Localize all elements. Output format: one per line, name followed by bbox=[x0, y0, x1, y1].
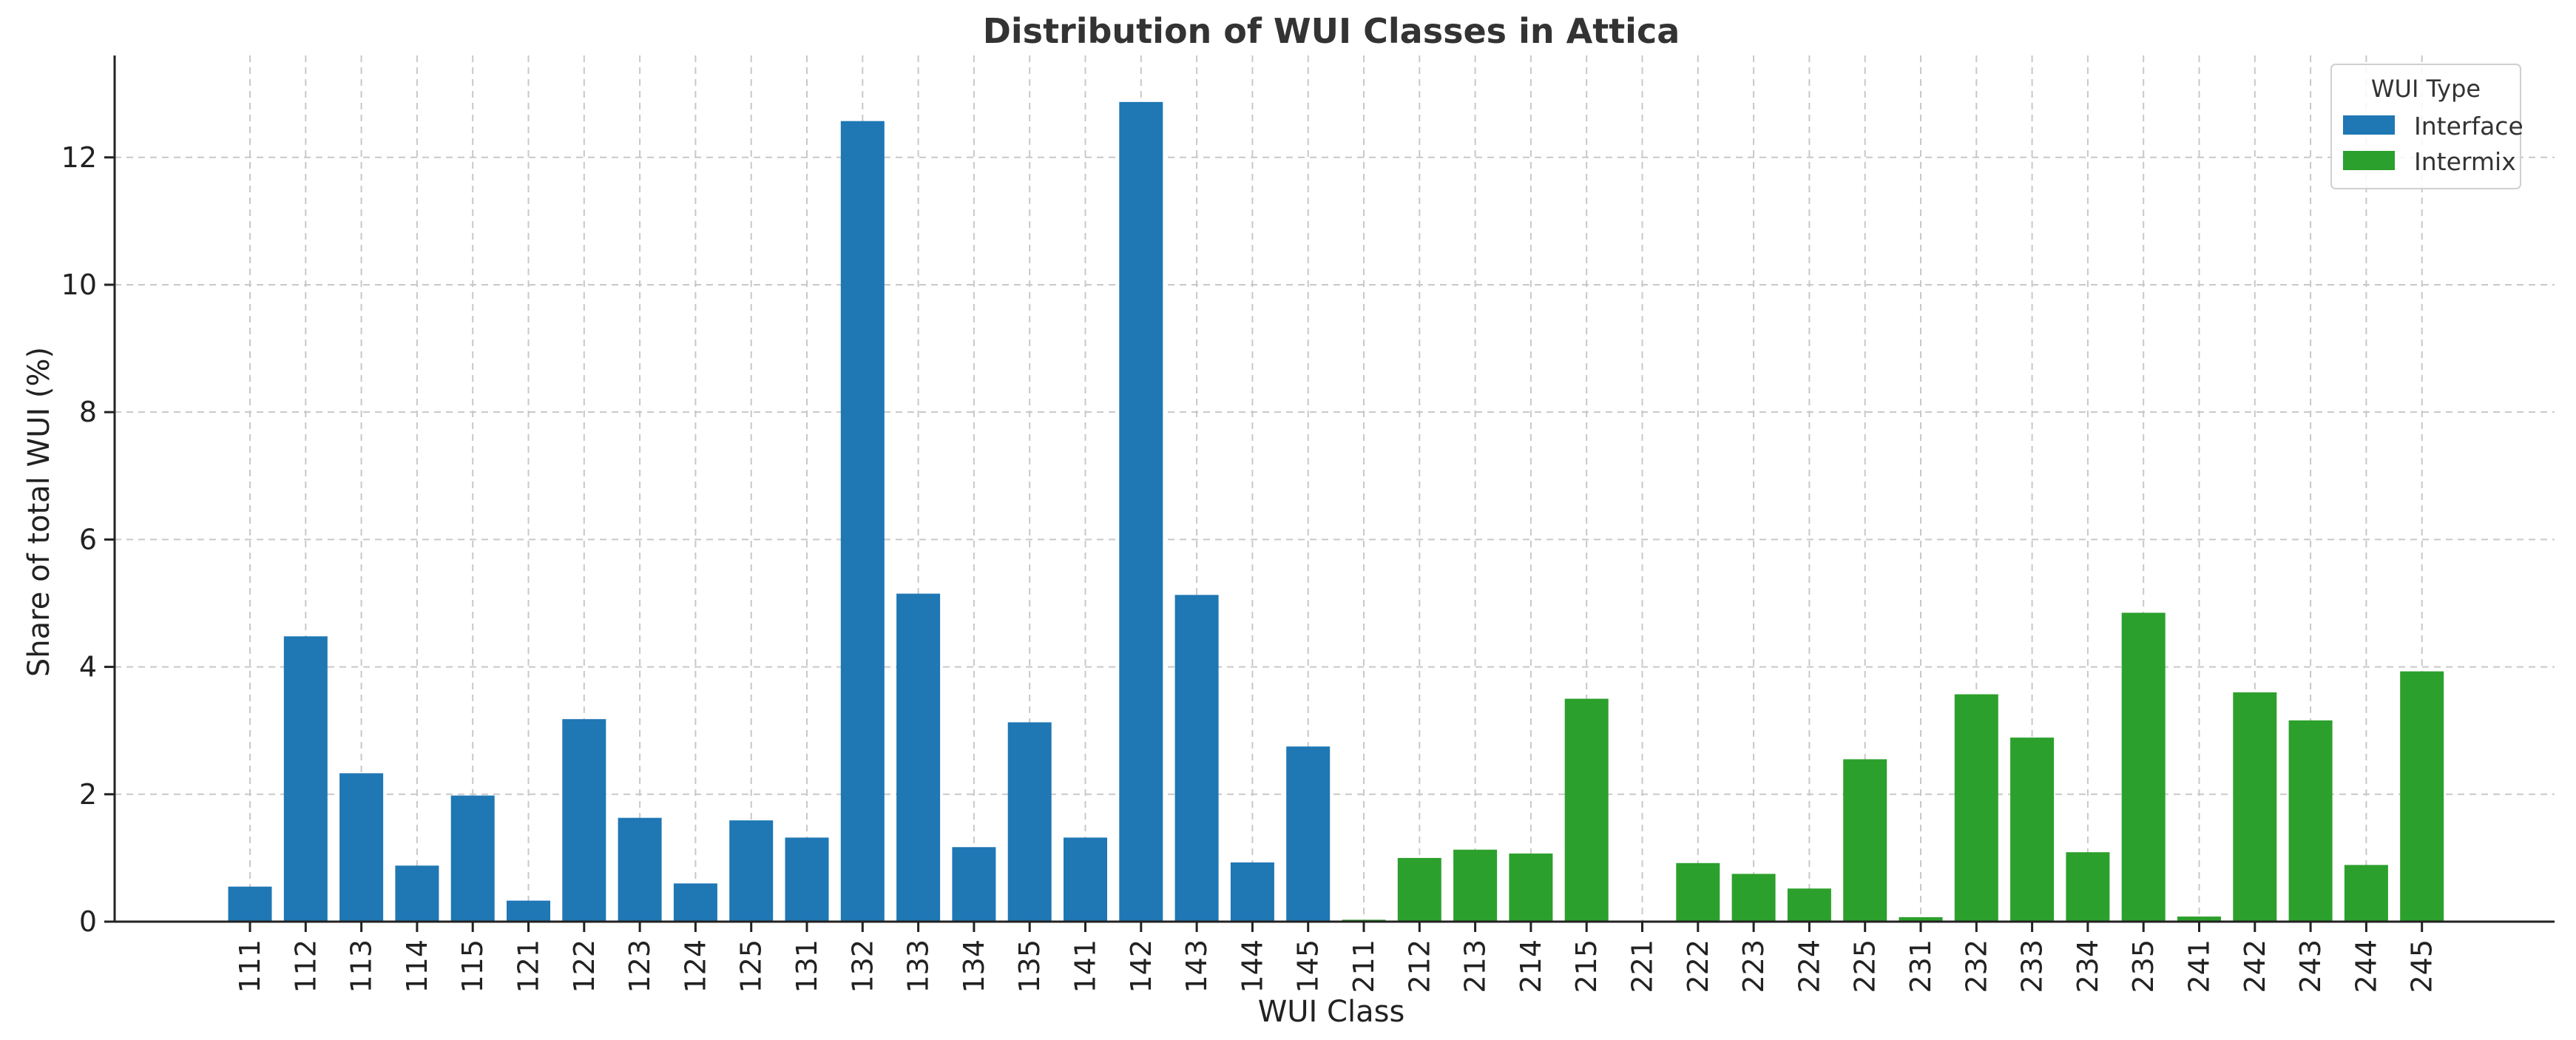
bar-235 bbox=[2121, 612, 2166, 922]
bar-214 bbox=[1509, 853, 1553, 922]
x-tick-label: 123 bbox=[623, 939, 656, 993]
legend-label-intermix: Intermix bbox=[2414, 147, 2516, 176]
x-tick-label: 212 bbox=[1403, 939, 1436, 993]
x-tick-label: 115 bbox=[456, 939, 489, 993]
bar-225 bbox=[1843, 759, 1887, 922]
bar-125 bbox=[729, 820, 774, 922]
x-tick-label: 113 bbox=[345, 939, 378, 993]
x-tick-label: 144 bbox=[1236, 939, 1268, 993]
bar-242 bbox=[2233, 692, 2277, 922]
y-tick-label: 12 bbox=[61, 141, 97, 174]
bar-241 bbox=[2177, 916, 2221, 922]
x-tick-label: 143 bbox=[1180, 939, 1213, 993]
bar-layer bbox=[228, 101, 2444, 922]
x-tick-label: 233 bbox=[2016, 939, 2049, 993]
axis-layer: 0 2 4 6 8 10 12 111 112 113 114 115 121 122 123 124 125 1… bbox=[61, 55, 2555, 993]
x-tick-label: 122 bbox=[568, 939, 601, 993]
x-tick-label: 223 bbox=[1737, 939, 1770, 993]
bar-122 bbox=[562, 719, 606, 922]
bar-141 bbox=[1064, 837, 1107, 922]
grid-layer bbox=[115, 55, 2555, 922]
bar-222 bbox=[1676, 862, 1720, 922]
bar-234 bbox=[2066, 852, 2110, 922]
x-tick-label: 244 bbox=[2350, 939, 2382, 993]
bar-121 bbox=[507, 900, 550, 922]
bar-113 bbox=[339, 773, 384, 922]
bar-144 bbox=[1230, 862, 1274, 922]
bar-124 bbox=[673, 883, 717, 922]
x-tick-label: 221 bbox=[1626, 939, 1659, 993]
x-tick-label: 111 bbox=[234, 939, 266, 993]
x-tick-label: 132 bbox=[846, 939, 879, 993]
y-tick-label: 4 bbox=[79, 651, 97, 683]
bar-131 bbox=[785, 837, 829, 922]
bar-111 bbox=[228, 886, 272, 922]
x-tick-label: 134 bbox=[958, 939, 990, 993]
bar-244 bbox=[2344, 865, 2388, 922]
x-tick-label: 114 bbox=[401, 939, 433, 993]
x-tick-label: 241 bbox=[2183, 939, 2216, 993]
x-tick-label: 232 bbox=[1960, 939, 1992, 993]
bar-231 bbox=[1899, 916, 1943, 922]
bar-135 bbox=[1007, 722, 1052, 922]
y-tick-label: 0 bbox=[79, 905, 97, 938]
x-tick-label: 222 bbox=[1682, 939, 1714, 993]
x-tick-label: 121 bbox=[513, 939, 545, 993]
legend-swatch-intermix bbox=[2343, 151, 2395, 170]
x-tick-label: 235 bbox=[2127, 939, 2160, 993]
x-tick-label: 243 bbox=[2294, 939, 2327, 993]
x-tick-label: 124 bbox=[679, 939, 711, 993]
bar-132 bbox=[840, 121, 885, 922]
x-tick-label: 234 bbox=[2072, 939, 2104, 993]
x-tick-label: 231 bbox=[1904, 939, 1937, 993]
bar-233 bbox=[2010, 737, 2055, 922]
y-tick-label: 2 bbox=[79, 778, 97, 811]
x-tick-label: 211 bbox=[1348, 939, 1380, 993]
legend: WUI Type Interface Intermix bbox=[2330, 64, 2523, 189]
x-tick-label: 142 bbox=[1125, 939, 1157, 993]
bar-243 bbox=[2288, 720, 2333, 922]
bar-223 bbox=[1731, 874, 1776, 922]
legend-swatch-interface bbox=[2343, 115, 2395, 135]
x-tick-label: 125 bbox=[735, 939, 768, 993]
x-tick-label: 145 bbox=[1292, 939, 1325, 993]
bar-212 bbox=[1397, 857, 1441, 922]
x-tick-label: 112 bbox=[289, 939, 322, 993]
bar-133 bbox=[896, 593, 941, 922]
x-tick-label: 225 bbox=[1849, 939, 1882, 993]
x-tick-label: 224 bbox=[1793, 939, 1825, 993]
x-tick-label: 135 bbox=[1013, 939, 1046, 993]
bar-224 bbox=[1787, 888, 1831, 922]
bar-145 bbox=[1286, 746, 1331, 922]
y-axis-label: Share of total WUI (%) bbox=[22, 347, 56, 677]
bar-115 bbox=[450, 795, 495, 922]
bar-143 bbox=[1174, 595, 1219, 922]
x-tick-label: 245 bbox=[2406, 939, 2438, 993]
x-tick-label: 213 bbox=[1459, 939, 1492, 993]
bar-215 bbox=[1564, 698, 1609, 922]
x-axis-label: WUI Class bbox=[1258, 995, 1405, 1029]
x-tick-label: 141 bbox=[1069, 939, 1102, 993]
bar-114 bbox=[395, 865, 439, 922]
x-tick-label: 131 bbox=[791, 939, 823, 993]
legend-label-interface: Interface bbox=[2414, 112, 2523, 141]
x-tick-label: 242 bbox=[2239, 939, 2271, 993]
chart-title: Distribution of WUI Classes in Attica bbox=[983, 11, 1680, 51]
bar-123 bbox=[618, 817, 662, 922]
bar-213 bbox=[1453, 849, 1498, 922]
y-tick-label: 8 bbox=[79, 396, 97, 428]
legend-title: WUI Type bbox=[2371, 75, 2481, 103]
y-tick-label: 6 bbox=[79, 523, 97, 556]
bar-142 bbox=[1119, 101, 1163, 922]
y-tick-label: 10 bbox=[61, 269, 97, 301]
bar-245 bbox=[2400, 671, 2444, 922]
bar-232 bbox=[1954, 694, 1998, 922]
x-tick-label: 215 bbox=[1570, 939, 1603, 993]
bar-134 bbox=[952, 847, 996, 922]
x-tick-label: 214 bbox=[1515, 939, 1547, 993]
bar-112 bbox=[283, 636, 328, 922]
x-tick-label: 133 bbox=[902, 939, 935, 993]
